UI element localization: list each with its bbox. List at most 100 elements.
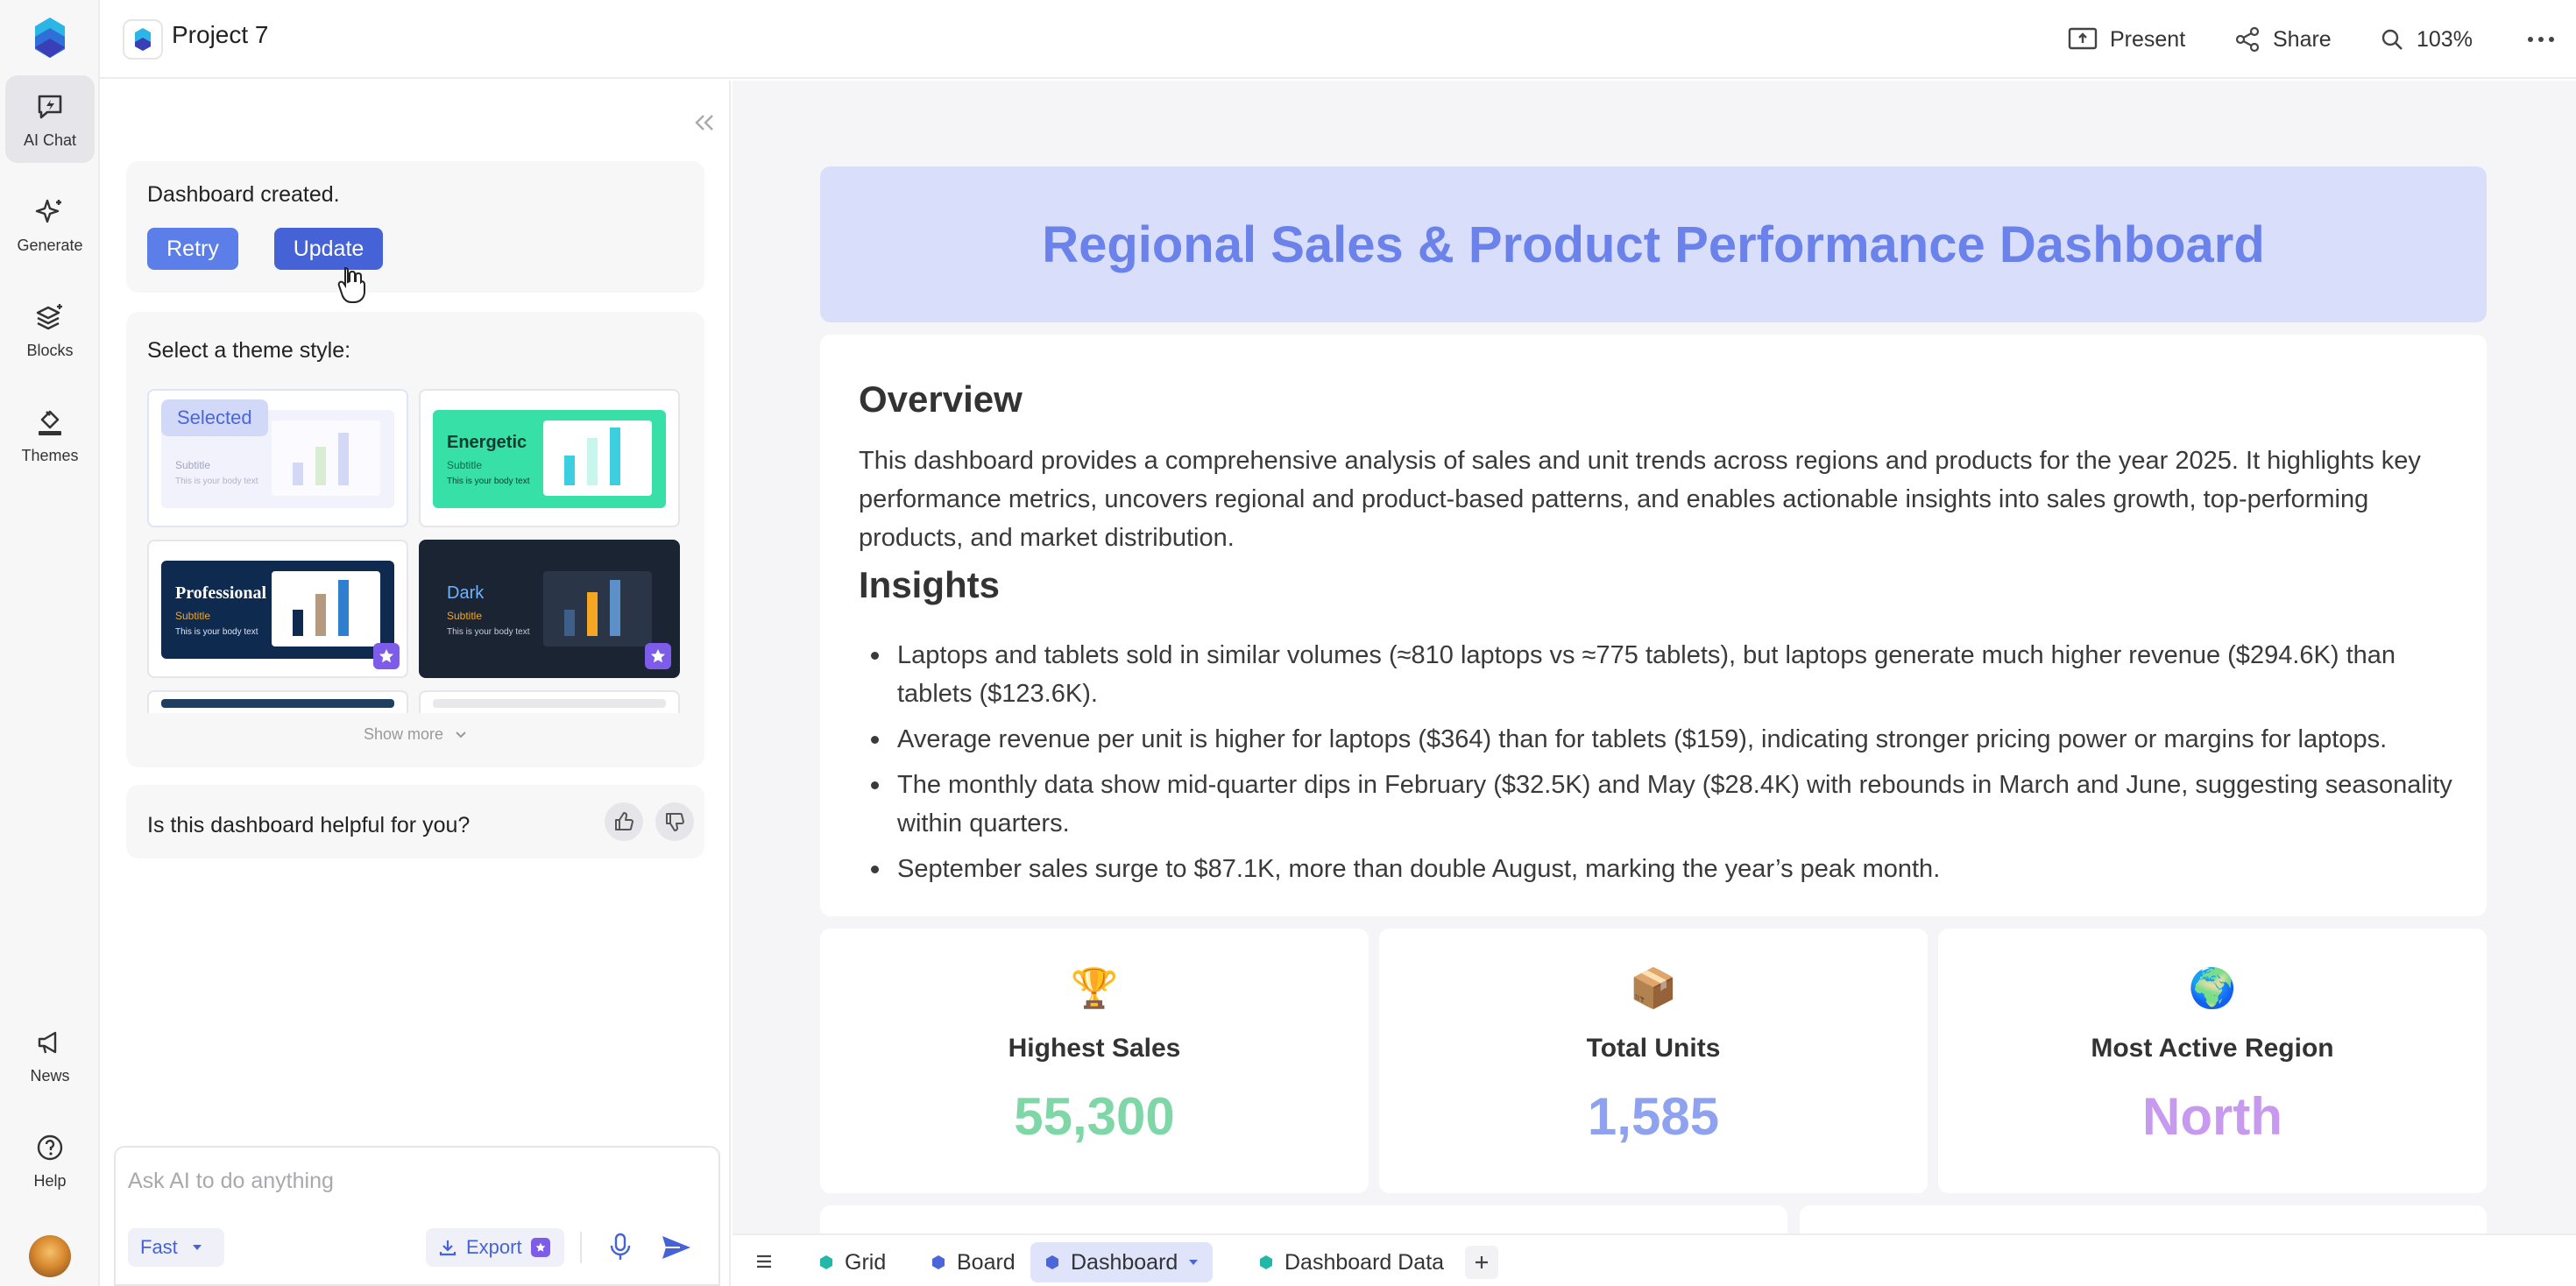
chat-input[interactable]: [128, 1163, 706, 1198]
tab-dashboard[interactable]: Dashboard: [1030, 1242, 1214, 1282]
theme-prompt: Select a theme style:: [147, 338, 351, 363]
theme-body: This is your body text: [175, 477, 258, 486]
hexagon-icon: [1046, 1255, 1058, 1269]
theme-name: Selected: [161, 399, 268, 436]
theme-body: This is your body text: [447, 627, 530, 637]
ai-chat-panel: Dashboard created. Retry Update Select a…: [102, 81, 731, 1286]
kpi-value: 1,585: [1587, 1087, 1720, 1146]
overview-block[interactable]: Overview This dashboard provides a compr…: [820, 335, 2487, 916]
present-button[interactable]: Present: [2068, 18, 2185, 61]
chart-block-partial[interactable]: [820, 1205, 1787, 1233]
rail-item-label: Help: [33, 1171, 67, 1190]
tab-label: Dashboard: [1071, 1249, 1178, 1275]
theme-option-dark[interactable]: Dark Subtitle This is your body text: [419, 540, 680, 678]
premium-star-icon: [373, 643, 400, 669]
megaphone-icon: [32, 1025, 67, 1060]
rail-item-label: Themes: [21, 446, 79, 464]
microphone-button[interactable]: [603, 1230, 638, 1265]
share-icon: [2235, 26, 2260, 53]
hexagon-icon: [820, 1255, 832, 1269]
zoom-control[interactable]: 103%: [2380, 18, 2473, 61]
thumbs-up-button[interactable]: [605, 802, 643, 841]
show-more-label: Show more: [363, 725, 444, 743]
theme-subtitle: Subtitle: [447, 459, 483, 471]
layers-icon: [32, 300, 67, 335]
rail-item-help[interactable]: Help: [5, 1116, 95, 1204]
rail-item-news[interactable]: News: [5, 1011, 95, 1099]
premium-star-icon: [645, 643, 671, 669]
rail-item-generate[interactable]: Generate: [5, 180, 95, 268]
tab-board[interactable]: Board: [916, 1242, 1030, 1282]
theme-name: Professional: [175, 583, 267, 603]
theme-subtitle: Subtitle: [175, 610, 211, 622]
present-icon: [2068, 27, 2098, 50]
thumbs-down-button[interactable]: [655, 802, 694, 841]
more-horizontal-icon: [2528, 37, 2554, 42]
theme-option-more[interactable]: [147, 690, 408, 713]
caret-down-icon[interactable]: [1188, 1259, 1199, 1266]
plus-icon: [1476, 1256, 1488, 1268]
show-more-button[interactable]: Show more: [126, 725, 704, 744]
tab-grid[interactable]: Grid: [804, 1242, 900, 1282]
theme-grid: Subtitle This is your body text Selected…: [147, 389, 683, 713]
kpi-label: Total Units: [1586, 1034, 1721, 1063]
divider: [580, 1232, 582, 1263]
theme-body: This is your body text: [175, 627, 258, 637]
export-label: Export: [466, 1236, 522, 1258]
share-button[interactable]: Share: [2234, 18, 2332, 61]
send-button[interactable]: [657, 1230, 696, 1265]
chart-block-partial[interactable]: [1800, 1205, 2487, 1233]
kpi-card-total-units[interactable]: 📦 Total Units 1,585: [1379, 929, 1928, 1193]
project-icon: [123, 19, 163, 60]
overview-text: This dashboard provides a comprehensive …: [859, 447, 2421, 552]
feedback-question: Is this dashboard helpful for you?: [147, 813, 471, 837]
send-icon: [662, 1236, 690, 1259]
update-button[interactable]: Update: [274, 228, 383, 270]
tabs-menu-button[interactable]: [748, 1246, 780, 1277]
theme-option-energetic[interactable]: Energetic Subtitle This is your body tex…: [419, 389, 680, 527]
theme-name: Dark: [447, 583, 485, 603]
list-item: Laptops and tablets sold in similar volu…: [859, 636, 2453, 713]
kpi-card-most-active-region[interactable]: 🌍 Most Active Region North: [1938, 929, 2487, 1193]
kpi-label: Most Active Region: [2091, 1034, 2334, 1063]
theme-option-more[interactable]: [419, 690, 680, 713]
theme-option-professional[interactable]: Professional Subtitle This is your body …: [147, 540, 408, 678]
tab-label: Grid: [845, 1249, 887, 1275]
add-tab-button[interactable]: [1465, 1246, 1498, 1279]
mode-label: Fast: [140, 1236, 178, 1258]
premium-star-icon: [530, 1238, 550, 1257]
app-logo-icon[interactable]: [33, 16, 67, 60]
rail-item-themes[interactable]: Themes: [5, 391, 95, 478]
tab-dashboard-data[interactable]: Dashboard Data: [1244, 1242, 1458, 1282]
list-item: September sales surge to $87.1K, more th…: [859, 850, 2453, 888]
project-title[interactable]: Project 7: [172, 21, 269, 48]
theme-subtitle: Subtitle: [447, 610, 483, 622]
download-icon: [439, 1240, 456, 1256]
ai-message-card: Dashboard created. Retry Update: [126, 161, 704, 293]
overview-heading: Overview: [859, 378, 1023, 420]
rail-item-ai-chat[interactable]: AI Chat: [5, 75, 95, 163]
theme-option-selected[interactable]: Subtitle This is your body text Selected: [147, 389, 408, 527]
microphone-icon: [610, 1233, 631, 1260]
insights-heading: Insights: [859, 564, 1001, 605]
mode-selector[interactable]: Fast: [128, 1228, 224, 1267]
left-rail: AI Chat Generate Blocks Themes News Help: [0, 0, 100, 1286]
retry-button[interactable]: Retry: [147, 228, 238, 270]
export-button[interactable]: Export: [426, 1228, 564, 1267]
caret-down-icon: [192, 1245, 202, 1250]
collapse-panel-button[interactable]: [689, 107, 720, 138]
hexagon-icon: [1260, 1255, 1272, 1269]
kpi-value: 55,300: [1014, 1087, 1175, 1146]
tab-label: Board: [957, 1249, 1016, 1275]
rail-item-blocks[interactable]: Blocks: [5, 286, 95, 373]
sparkle-icon: [32, 194, 67, 230]
present-label: Present: [2110, 26, 2186, 52]
dashboard-canvas[interactable]: Regional Sales & Product Performance Das…: [732, 81, 2576, 1233]
kpi-card-highest-sales[interactable]: 🏆 Highest Sales 55,300: [820, 929, 1369, 1193]
sheet-tabs-bar: Grid Board Dashboard Dashboard Data: [732, 1233, 2576, 1286]
rail-item-label: Blocks: [26, 341, 74, 359]
avatar[interactable]: [29, 1235, 71, 1277]
dashboard-title-block[interactable]: Regional Sales & Product Performance Das…: [820, 166, 2487, 322]
share-label: Share: [2273, 26, 2332, 52]
more-options-button[interactable]: [2527, 18, 2555, 61]
